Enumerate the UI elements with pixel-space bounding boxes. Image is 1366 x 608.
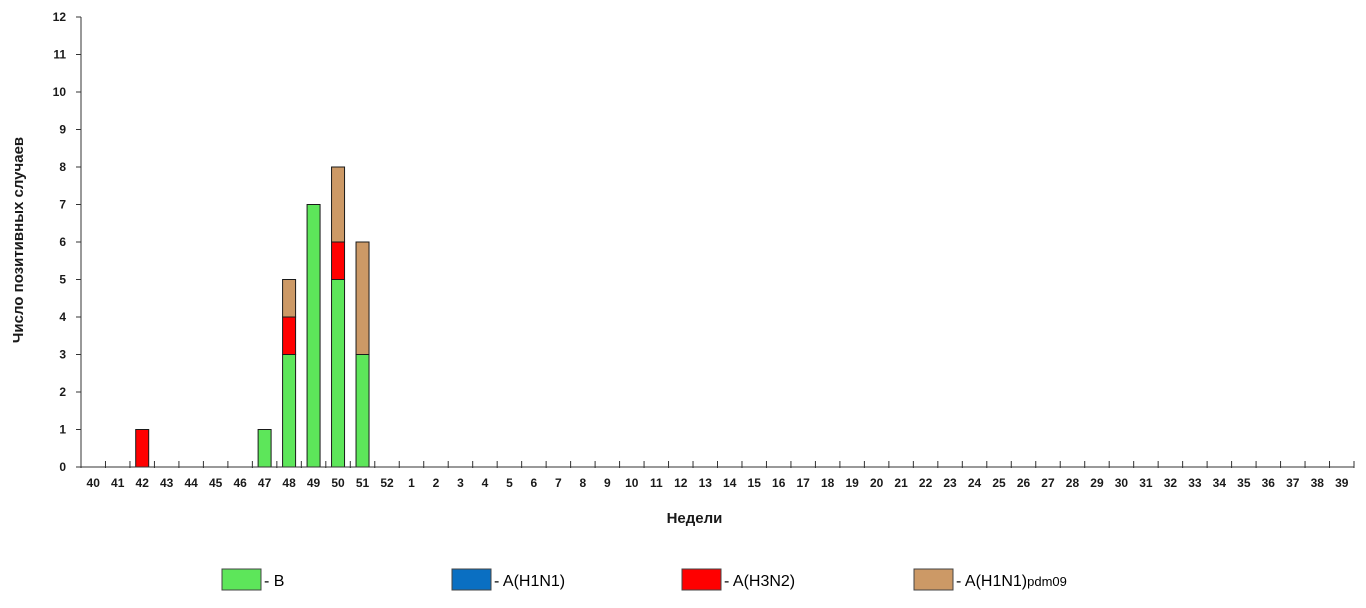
- y-tick-label: 5: [59, 273, 66, 287]
- y-tick-label: 12: [53, 10, 67, 24]
- y-tick-label: 11: [53, 48, 66, 62]
- bars-layer: [135, 166, 370, 468]
- legend-item-2: - A(H3N2): [681, 568, 795, 591]
- y-tick-label: 10: [53, 85, 67, 99]
- bar-segment-series-0-week-48: [282, 354, 297, 468]
- x-tick-label: 48: [282, 476, 296, 490]
- y-tick-label: 3: [59, 348, 66, 362]
- legend-label: - A(H1N1): [494, 573, 565, 590]
- y-tick-label: 4: [59, 310, 66, 324]
- y-tick-label: 8: [59, 160, 66, 174]
- x-tick-label: 42: [136, 476, 150, 490]
- bar-segment-series-2-week-42: [135, 429, 150, 468]
- x-tick-label: 51: [356, 476, 370, 490]
- x-tick-label: 47: [258, 476, 272, 490]
- x-tick-label: 37: [1286, 476, 1300, 490]
- x-tick-label: 17: [797, 476, 811, 490]
- legend-swatch: [221, 568, 262, 591]
- x-tick-label: 33: [1188, 476, 1202, 490]
- x-tick-label: 50: [331, 476, 345, 490]
- x-tick-label: 44: [184, 476, 198, 490]
- x-tick-label: 22: [919, 476, 933, 490]
- x-tick-label: 32: [1164, 476, 1178, 490]
- y-tick-label: 6: [59, 235, 66, 249]
- x-tick-label: 1: [408, 476, 415, 490]
- x-tick-label: 39: [1335, 476, 1349, 490]
- x-tick-label: 2: [433, 476, 440, 490]
- axes-layer: [80, 17, 1354, 468]
- x-tick-label: 49: [307, 476, 321, 490]
- x-tick-label: 46: [233, 476, 247, 490]
- x-tick-label: 41: [111, 476, 125, 490]
- legend-label: - A(H3N2): [724, 573, 795, 590]
- bar-segment-series-3-week-50: [331, 166, 346, 243]
- x-tick-label: 14: [723, 476, 737, 490]
- x-tick-label: 11: [650, 476, 663, 490]
- legend-label: - A(H1N1)pdm09: [956, 573, 1067, 590]
- y-tick-label: 9: [59, 123, 66, 137]
- x-tick-label: 8: [580, 476, 587, 490]
- bar-segment-series-3-week-51: [355, 241, 370, 355]
- x-tick-label: 12: [674, 476, 688, 490]
- x-tick-label: 38: [1311, 476, 1325, 490]
- x-tick-label: 7: [555, 476, 562, 490]
- x-tick-label: 18: [821, 476, 835, 490]
- x-tick-label: 25: [992, 476, 1006, 490]
- x-tick-label: 6: [531, 476, 538, 490]
- x-tick-label: 21: [894, 476, 908, 490]
- bar-segment-series-3-week-48: [282, 279, 297, 318]
- legend-item-3: - A(H1N1)pdm09: [913, 568, 1067, 591]
- x-tick-label: 52: [380, 476, 394, 490]
- legend-swatch: [913, 568, 954, 591]
- y-tick-label: 1: [59, 423, 66, 437]
- x-tick-label: 31: [1139, 476, 1153, 490]
- x-tick-label: 15: [748, 476, 762, 490]
- legend-swatch: [451, 568, 492, 591]
- x-tick-label: 23: [943, 476, 957, 490]
- x-tick-label: 19: [845, 476, 859, 490]
- y-axis-title: Число позитивных случаев: [10, 137, 27, 343]
- bar-segment-series-0-week-47: [257, 429, 272, 468]
- legend: - B - A(H1N1) - A(H3N2) - A(H1N1)pdm09: [221, 568, 1067, 591]
- x-tick-label: 3: [457, 476, 464, 490]
- x-tick-label: 36: [1262, 476, 1276, 490]
- legend-item-0: - B: [221, 568, 284, 591]
- legend-swatch: [681, 568, 722, 591]
- x-tick-label: 29: [1090, 476, 1104, 490]
- x-tick-label: 28: [1066, 476, 1080, 490]
- x-tick-label: 30: [1115, 476, 1129, 490]
- x-tick-label: 4: [482, 476, 489, 490]
- legend-item-1: - A(H1N1): [451, 568, 565, 591]
- y-tick-label: 0: [59, 460, 66, 474]
- legend-label: - B: [264, 573, 284, 590]
- x-tick-label: 9: [604, 476, 611, 490]
- x-tick-label: 10: [625, 476, 639, 490]
- bar-segment-series-0-week-51: [355, 354, 370, 468]
- x-ticks: 40 41 42 43 44 45 46 47 48 49 50 51 52 1 2 3 4 5 6 7 8 9 10 11 1…: [80, 461, 1355, 490]
- x-tick-label: 35: [1237, 476, 1251, 490]
- x-tick-label: 24: [968, 476, 982, 490]
- bar-segment-series-0-week-50: [331, 279, 346, 468]
- x-tick-label: 20: [870, 476, 884, 490]
- x-tick-label: 34: [1213, 476, 1227, 490]
- x-tick-label: 5: [506, 476, 513, 490]
- bar-segment-series-2-week-48: [282, 316, 297, 355]
- x-tick-label: 26: [1017, 476, 1031, 490]
- x-tick-label: 45: [209, 476, 223, 490]
- x-tick-label: 40: [87, 476, 101, 490]
- x-tick-label: 27: [1041, 476, 1055, 490]
- x-tick-label: 16: [772, 476, 786, 490]
- x-axis-title: Недели: [667, 510, 723, 527]
- bar-segment-series-0-week-49: [306, 204, 321, 468]
- bar-segment-series-2-week-50: [331, 241, 346, 280]
- y-tick-label: 2: [59, 385, 66, 399]
- x-tick-label: 43: [160, 476, 174, 490]
- x-tick-label: 13: [699, 476, 713, 490]
- y-tick-label: 7: [59, 198, 66, 212]
- legend-label-suffix: pdm09: [1027, 574, 1067, 589]
